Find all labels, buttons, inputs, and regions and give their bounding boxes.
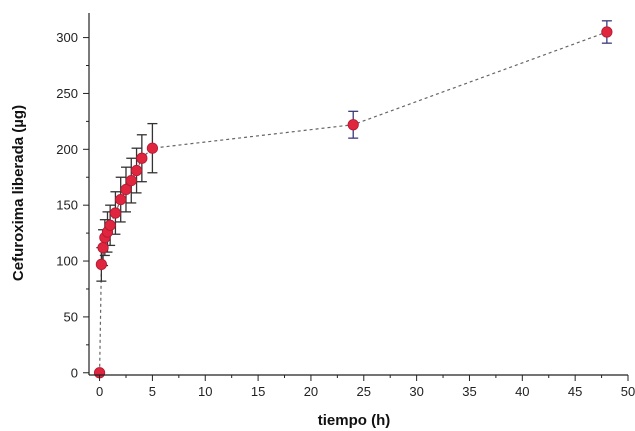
x-tick-label: 25 (357, 384, 371, 399)
data-point (109, 207, 122, 219)
data-point (125, 174, 137, 187)
x-tick-label: 10 (198, 384, 212, 399)
x-tick-label: 45 (568, 384, 582, 399)
data-point (120, 183, 132, 196)
data-point (136, 152, 148, 164)
x-tick-label: 35 (462, 384, 476, 399)
data-point (104, 219, 116, 231)
y-tick-label: 100 (56, 254, 78, 269)
x-tick-label: 5 (149, 384, 156, 399)
series-line (99, 31, 608, 373)
data-points (93, 26, 613, 379)
x-axis-title: tiempo (h) (318, 412, 391, 429)
y-tick-label: 50 (64, 309, 78, 324)
error-bars (96, 20, 612, 282)
data-point (97, 242, 109, 254)
y-axis-title: Cefuroxima liberada (µg) (10, 105, 27, 281)
data-point (347, 119, 359, 131)
data-point (95, 258, 107, 270)
x-tick-label: 0 (96, 384, 103, 399)
axes: 0 5 10 15 20 25 30 35 40 45 50 0 50 100 150 200 250 300 (56, 13, 635, 399)
y-tick-label: 200 (56, 142, 78, 157)
y-tick-label: 250 (56, 86, 78, 101)
x-tick-label: 40 (515, 384, 529, 399)
x-tick-label: 50 (621, 384, 635, 399)
y-tick-label: 0 (71, 365, 78, 380)
data-point (115, 193, 127, 206)
y-tick-label: 300 (56, 30, 78, 45)
trend-line (99, 31, 608, 373)
y-tick-label: 150 (56, 198, 78, 213)
data-point (146, 142, 159, 154)
x-tick-label: 30 (409, 384, 423, 399)
x-tick-label: 15 (251, 384, 265, 399)
x-tick-label: 20 (304, 384, 318, 399)
data-point (601, 26, 613, 38)
data-point (130, 164, 143, 177)
